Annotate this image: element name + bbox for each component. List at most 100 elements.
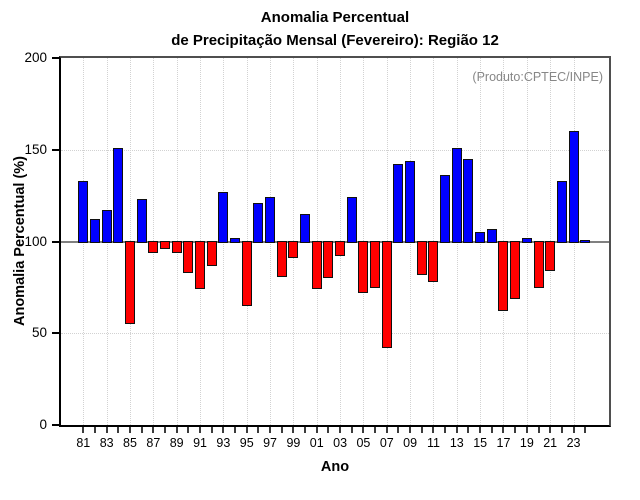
bar-83 [101, 210, 112, 244]
x-axis-tick-label: 97 [263, 436, 277, 450]
x-axis-tick-label: 21 [543, 436, 558, 450]
x-axis-tick [549, 427, 552, 433]
bar-98 [276, 240, 287, 277]
bar-15 [475, 232, 486, 244]
x-axis-tick-label: 07 [379, 436, 394, 450]
x-axis-tick [245, 427, 248, 433]
x-axis-tick-label: 23 [566, 436, 581, 450]
bar-03 [335, 240, 346, 257]
x-axis-tick [304, 427, 307, 433]
x-axis-tick [397, 427, 400, 433]
x-axis-tick-label: 09 [403, 436, 418, 450]
x-axis-tick [432, 427, 435, 433]
x-axis-tick [409, 427, 412, 433]
x-axis-tick-label: 11 [426, 436, 440, 450]
chart-title: Anomalia Percentual de Precipitação Mens… [59, 6, 611, 52]
x-axis-tick-label: 01 [309, 436, 324, 450]
bar-86 [136, 199, 147, 244]
x-axis-tick-label: 95 [239, 436, 254, 450]
bar-04 [346, 197, 357, 244]
bar-20 [533, 240, 544, 288]
x-axis-tick [572, 427, 575, 433]
bar-91 [195, 240, 206, 290]
x-axis-tick [164, 427, 166, 433]
y-axis-tick-label: 150 [24, 141, 47, 157]
x-axis-tick [117, 427, 120, 433]
x-axis-tick [292, 427, 295, 433]
x-axis-tick [187, 427, 190, 433]
bar-81 [78, 180, 89, 244]
x-axis-tick [455, 427, 458, 433]
x-axis-tick-label: 93 [216, 436, 231, 450]
x-axis-tick [537, 427, 540, 433]
chart-title-line1: Anomalia Percentual [260, 9, 410, 26]
bar-23 [568, 131, 579, 244]
x-axis-tick [525, 427, 528, 433]
bar-13 [451, 147, 462, 244]
bar-95 [241, 240, 252, 306]
bar-90 [183, 240, 194, 273]
x-axis-tick [234, 427, 237, 433]
x-axis-tick [152, 427, 155, 433]
bar-16 [486, 228, 497, 244]
x-axis-tick [269, 427, 272, 433]
y-axis-tick [52, 57, 59, 59]
y-axis-tick [52, 148, 59, 151]
x-axis-tick-label: 19 [519, 436, 534, 450]
bar-22 [556, 180, 567, 244]
x-axis-tick-label: 89 [169, 436, 184, 450]
x-axis-title: Ano [320, 459, 350, 475]
gridline-horizontal [61, 333, 609, 335]
x-axis-tick [210, 427, 213, 433]
bar-07 [381, 240, 392, 349]
baseline-100 [61, 240, 609, 243]
y-axis-tick-label: 50 [31, 325, 47, 341]
x-axis-tick-label: 83 [99, 436, 114, 450]
x-axis-tick-label: 03 [333, 436, 348, 450]
bar-09 [405, 160, 416, 244]
x-axis-tick [362, 427, 365, 433]
x-axis-tick [374, 427, 377, 433]
bar-21 [545, 240, 556, 272]
x-axis-tick [467, 427, 470, 433]
bar-92 [206, 240, 217, 266]
bar-10 [416, 240, 427, 275]
x-axis-tick-label: 81 [76, 436, 91, 450]
x-axis-tick [93, 427, 96, 433]
x-axis-tick [339, 427, 342, 433]
product-note: (Produto:CPTEC/INPE) [472, 70, 603, 84]
bar-01 [311, 240, 322, 290]
bar-11 [428, 240, 439, 283]
bar-17 [498, 240, 509, 312]
bar-87 [148, 240, 159, 253]
bar-89 [171, 240, 182, 253]
x-axis-tick [502, 427, 505, 433]
bar-94 [230, 237, 241, 244]
gridline-horizontal [61, 149, 609, 151]
x-axis-tick [105, 427, 108, 433]
bar-99 [288, 240, 299, 259]
x-axis-tick [560, 427, 563, 433]
x-axis-tick [584, 427, 587, 433]
x-axis-tick [327, 427, 330, 433]
x-axis-tick-label: 15 [473, 436, 488, 450]
x-axis-tick [257, 427, 260, 433]
y-axis-tick [52, 240, 59, 243]
x-axis-tick [350, 427, 353, 433]
x-axis-tick-label: 87 [146, 436, 161, 450]
x-axis-tick [420, 427, 423, 433]
y-axis-tick-label: 200 [24, 50, 47, 65]
bar-18 [510, 240, 521, 299]
bar-85 [124, 240, 135, 325]
bar-00 [300, 213, 311, 244]
chart-title-line2: de Precipitação Mensal (Fevereiro): Regi… [171, 32, 499, 49]
x-axis-tick [140, 427, 143, 433]
x-axis-tick [199, 427, 202, 433]
x-axis-tick [444, 427, 447, 433]
x-axis-tick-label: 99 [286, 436, 301, 450]
x-axis-tick [128, 427, 131, 433]
bar-82 [89, 219, 100, 244]
bar-14 [463, 158, 474, 244]
y-axis-tick-label: 0 [39, 417, 47, 432]
